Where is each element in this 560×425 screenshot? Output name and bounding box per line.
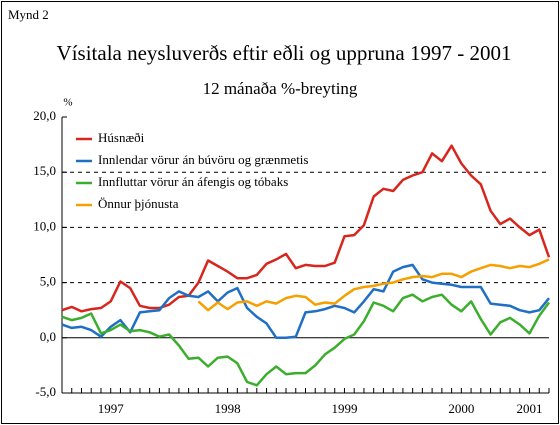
- x-tick-label: 1999: [331, 401, 357, 416]
- legend-label: Húsnæði: [98, 130, 145, 145]
- chart-title: Vísitala neysluverðs eftir eðli og uppru…: [57, 41, 512, 65]
- y-tick-label: 5,0: [40, 274, 56, 289]
- y-tick-label: 15,0: [33, 163, 56, 178]
- legend-label: Önnur þjónusta: [98, 196, 179, 211]
- line: [61, 263, 550, 340]
- chart-subtitle: 12 mánaða %-breyting: [203, 79, 358, 98]
- legend-label: Innlendar vörur án búvöru og grænmetis: [98, 152, 308, 167]
- x-tick-label: 1998: [215, 401, 241, 416]
- x-tick-label: 1997: [98, 401, 125, 416]
- legend-label: Innfluttar vörur án áfengis og tóbaks: [98, 174, 288, 189]
- line: [61, 293, 551, 387]
- y-tick-label: -5,0: [35, 384, 56, 399]
- x-tick-label: 2001: [517, 401, 543, 416]
- y-tick-label: 0,0: [40, 329, 56, 344]
- y-tick-label: 20,0: [33, 108, 56, 123]
- y-tick-label: 10,0: [33, 218, 56, 233]
- x-tick-label: 2000: [448, 401, 474, 416]
- line: [197, 258, 550, 312]
- line: [61, 144, 551, 313]
- y-axis-label: %: [63, 97, 72, 109]
- figure-label: Mynd 2: [8, 7, 49, 22]
